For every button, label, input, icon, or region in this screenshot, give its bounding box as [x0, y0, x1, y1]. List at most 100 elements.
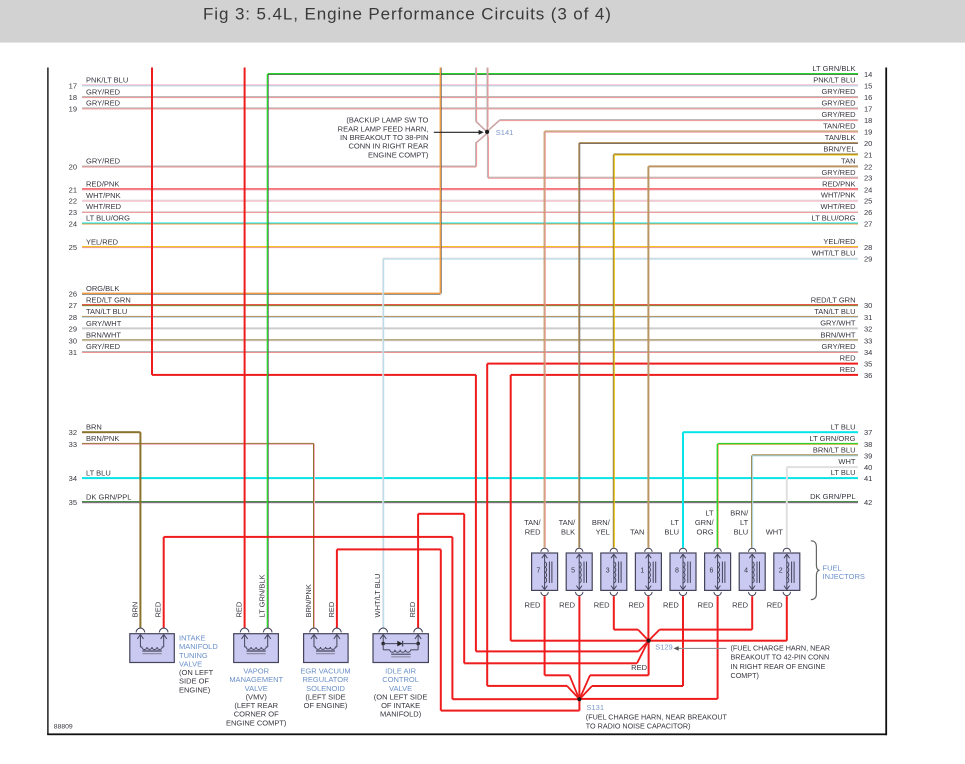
svg-text:WHT: WHT — [838, 457, 855, 466]
svg-text:COMPT): COMPT) — [731, 671, 759, 680]
svg-text:INTAKE: INTAKE — [179, 634, 206, 643]
svg-text:WHT/LT BLU: WHT/LT BLU — [373, 574, 382, 618]
svg-text:32: 32 — [69, 428, 77, 437]
svg-text:RED: RED — [767, 601, 783, 610]
svg-text:RED/PNK: RED/PNK — [822, 180, 855, 189]
svg-text:23: 23 — [69, 208, 77, 217]
svg-text:SIDE OF: SIDE OF — [179, 677, 209, 686]
svg-text:RED: RED — [698, 601, 714, 610]
svg-text:GRY/RED: GRY/RED — [86, 87, 121, 96]
svg-text:SOLENOID: SOLENOID — [306, 684, 345, 693]
svg-text:PNK/LT BLU: PNK/LT BLU — [86, 76, 128, 85]
svg-text:WHT/PNK: WHT/PNK — [86, 191, 121, 200]
svg-text:CORNER OF: CORNER OF — [234, 710, 279, 719]
svg-text:24: 24 — [864, 185, 872, 194]
svg-text:ENGINE): ENGINE) — [179, 685, 211, 694]
svg-text:MANIFOLD: MANIFOLD — [179, 642, 218, 651]
svg-text:WHT/RED: WHT/RED — [821, 202, 857, 211]
svg-text:39: 39 — [864, 451, 872, 460]
svg-text:(LEFT REAR: (LEFT REAR — [234, 701, 278, 710]
svg-text:GRY/WHT: GRY/WHT — [820, 319, 856, 328]
svg-text:42: 42 — [864, 498, 872, 507]
svg-text:34: 34 — [69, 474, 77, 483]
svg-text:GRY/WHT: GRY/WHT — [86, 319, 122, 328]
svg-text:TAN/BLK: TAN/BLK — [825, 133, 856, 142]
svg-text:17: 17 — [69, 81, 77, 90]
svg-text:18: 18 — [69, 93, 77, 102]
svg-text:22: 22 — [864, 162, 872, 171]
svg-text:DK GRN/PPL: DK GRN/PPL — [810, 492, 855, 501]
svg-text:5: 5 — [571, 568, 575, 575]
svg-text:7: 7 — [537, 568, 541, 575]
svg-text:LT BLU/ORG: LT BLU/ORG — [86, 214, 130, 223]
svg-text:GRY/RED: GRY/RED — [821, 87, 856, 96]
svg-text:YEL/RED: YEL/RED — [823, 237, 856, 246]
svg-text:21: 21 — [864, 151, 872, 160]
svg-text:1: 1 — [640, 568, 644, 575]
svg-text:BRN/PNK: BRN/PNK — [86, 434, 119, 443]
svg-text:IN BREAKOUT TO 38-PIN: IN BREAKOUT TO 38-PIN — [340, 133, 428, 142]
svg-text:BRN/: BRN/ — [730, 509, 749, 518]
svg-text:FUEL: FUEL — [823, 564, 842, 573]
svg-text:RED: RED — [559, 601, 575, 610]
svg-text:36: 36 — [864, 371, 872, 380]
svg-text:25: 25 — [69, 243, 77, 252]
svg-text:Fig 3: 5.4L, Engine Performanc: Fig 3: 5.4L, Engine Performance Circuits… — [203, 5, 612, 24]
svg-text:(VMV): (VMV) — [246, 692, 268, 701]
svg-text:S129: S129 — [655, 642, 673, 651]
svg-text:(BACKUP LAMP SW TO: (BACKUP LAMP SW TO — [346, 116, 428, 125]
svg-text:LT BLU: LT BLU — [831, 422, 856, 431]
svg-text:20: 20 — [864, 139, 872, 148]
svg-text:IDLE AIR: IDLE AIR — [385, 667, 416, 676]
svg-text:LT GRN/ORG: LT GRN/ORG — [810, 434, 856, 443]
svg-text:27: 27 — [864, 220, 872, 229]
svg-text:38: 38 — [864, 440, 872, 449]
svg-text:GRY/RED: GRY/RED — [821, 168, 856, 177]
svg-text:(LEFT SIDE: (LEFT SIDE — [305, 692, 345, 701]
svg-text:19: 19 — [69, 104, 77, 113]
svg-text:RED: RED — [327, 601, 336, 617]
svg-text:RED: RED — [154, 601, 163, 617]
svg-text:8: 8 — [675, 568, 679, 575]
svg-text:RED: RED — [631, 663, 647, 672]
svg-text:RED/LT GRN: RED/LT GRN — [811, 295, 856, 304]
svg-text:LT BLU/ORG: LT BLU/ORG — [812, 214, 856, 223]
svg-text:RED: RED — [525, 527, 541, 536]
svg-text:31: 31 — [69, 348, 77, 357]
svg-text:REGULATOR: REGULATOR — [303, 675, 350, 684]
svg-text:32: 32 — [864, 325, 872, 334]
svg-text:40: 40 — [864, 463, 872, 472]
svg-text:RED: RED — [663, 601, 679, 610]
svg-text:(FUEL CHARGE HARN, NEAR BREAKO: (FUEL CHARGE HARN, NEAR BREAKOUT — [586, 713, 728, 722]
svg-text:RED: RED — [628, 601, 644, 610]
svg-text:GRY/RED: GRY/RED — [821, 110, 856, 119]
svg-text:IN RIGHT REAR OF ENGINE: IN RIGHT REAR OF ENGINE — [731, 662, 826, 671]
svg-text:BREAKOUT TO 42-PIN CONN: BREAKOUT TO 42-PIN CONN — [731, 653, 830, 662]
svg-text:33: 33 — [864, 336, 872, 345]
svg-text:35: 35 — [69, 498, 77, 507]
svg-text:RED/LT GRN: RED/LT GRN — [86, 295, 131, 304]
svg-text:31: 31 — [864, 313, 872, 322]
svg-text:RED: RED — [840, 354, 856, 363]
svg-text:LT BLU: LT BLU — [831, 468, 856, 477]
svg-text:BLU: BLU — [734, 527, 749, 536]
svg-text:BRN/PNK: BRN/PNK — [304, 584, 313, 617]
svg-text:OF ENGINE): OF ENGINE) — [304, 701, 348, 710]
svg-text:BLK: BLK — [561, 527, 575, 536]
svg-text:S131: S131 — [587, 703, 605, 712]
svg-text:TAN/: TAN/ — [559, 518, 576, 527]
svg-text:VAPOR: VAPOR — [243, 667, 269, 676]
svg-text:MANAGEMENT: MANAGEMENT — [229, 675, 283, 684]
svg-text:TAN/LT BLU: TAN/LT BLU — [86, 307, 127, 316]
svg-text:INJECTORS: INJECTORS — [823, 572, 865, 581]
svg-text:23: 23 — [864, 174, 872, 183]
svg-text:RED: RED — [840, 365, 856, 374]
svg-text:28: 28 — [864, 243, 872, 252]
svg-text:30: 30 — [864, 301, 872, 310]
svg-text:GRY/RED: GRY/RED — [821, 342, 856, 351]
svg-text:TAN: TAN — [630, 527, 644, 536]
svg-text:29: 29 — [69, 325, 77, 334]
svg-text:VALVE: VALVE — [245, 684, 268, 693]
svg-text:ENGINE COMPT): ENGINE COMPT) — [226, 718, 287, 727]
svg-text:RED: RED — [525, 601, 541, 610]
